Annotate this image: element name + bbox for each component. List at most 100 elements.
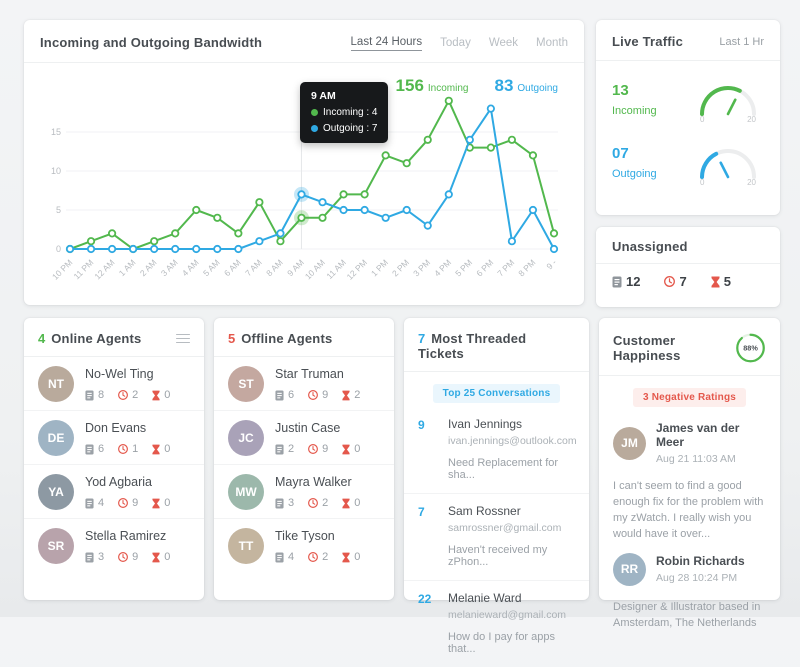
clock-icon — [308, 390, 319, 400]
review-date: Aug 21 11:03 AM — [656, 453, 736, 465]
svg-text:20: 20 — [747, 178, 756, 185]
ticket-icon — [275, 498, 284, 508]
ticket-contact-name: Ivan Jennings — [448, 417, 523, 431]
agent-tickets-stat: 2 — [275, 443, 294, 455]
ticket-icon — [85, 498, 94, 508]
ticket-subject: Haven't received my zPhon... — [448, 544, 548, 568]
tab-month[interactable]: Month — [536, 36, 568, 49]
review-item[interactable]: RR Robin Richards Aug 28 10:24 PM — [599, 543, 780, 590]
agent-overdue-stat: 9 — [308, 389, 328, 401]
live-traffic-title: Live Traffic — [612, 34, 684, 49]
unassigned-escalated-stat: 5 — [711, 274, 731, 289]
tab-last-24-hours[interactable]: Last 24 Hours — [350, 34, 423, 51]
menu-icon[interactable] — [176, 333, 190, 344]
svg-text:20: 20 — [747, 115, 756, 122]
ticket-subject: How do I pay for apps that... — [448, 631, 556, 655]
hourglass-icon — [152, 444, 160, 454]
incoming-gauge-icon: 0 20 — [700, 86, 757, 122]
time-range-tabs: Last 24 Hours Today Week Month — [350, 34, 568, 51]
customer-happiness-title: Customer Happiness — [613, 333, 681, 363]
ticket-icon — [275, 390, 284, 400]
outgoing-total: 83 Outgoing — [494, 76, 558, 95]
incoming-gauge-label: Incoming — [612, 104, 657, 117]
avatar: ST — [228, 366, 264, 402]
ticket-icon — [275, 552, 284, 562]
reviewer-name: James van der Meer — [656, 421, 740, 449]
ticket-contact-name: Sam Rossner — [448, 504, 521, 518]
hourglass-icon — [342, 498, 350, 508]
agent-row[interactable]: TT Tike Tyson 4 2 0 — [214, 519, 394, 572]
review-item[interactable]: JM James van der Meer Aug 21 11:03 AM — [599, 411, 780, 469]
ticket-icon — [612, 276, 622, 287]
ticket-row[interactable]: 7 Sam Rossner samrossner@gmail.com Haven… — [404, 494, 589, 581]
agent-name: Stella Ramirez — [85, 529, 167, 543]
avatar: MW — [228, 474, 264, 510]
svg-text:9 -: 9 - — [544, 257, 558, 271]
avatar: TT — [228, 528, 264, 564]
agent-escalated-stat: 0 — [152, 551, 170, 563]
ticket-list: 9 Ivan Jennings ivan.jennings@outlook.co… — [404, 407, 589, 667]
agent-name: Star Truman — [275, 367, 344, 381]
bandwidth-panel: Incoming and Outgoing Bandwidth Last 24 … — [24, 20, 584, 305]
chart-tooltip: 9 AM Incoming : 4 Outgoing : 7 — [300, 82, 389, 143]
svg-text:15: 15 — [51, 127, 61, 137]
agent-name: Justin Case — [275, 421, 341, 435]
svg-text:2 PM: 2 PM — [390, 257, 411, 278]
ticket-contact-email: ivan.jennings@outlook.com — [448, 435, 577, 447]
ticket-row[interactable]: 9 Ivan Jennings ivan.jennings@outlook.co… — [404, 407, 589, 494]
svg-text:10 AM: 10 AM — [303, 257, 327, 281]
svg-text:0: 0 — [56, 244, 61, 254]
svg-text:4 PM: 4 PM — [432, 257, 453, 278]
agent-row[interactable]: NT No-Wel Ting 8 2 0 — [24, 357, 204, 411]
agent-row[interactable]: MW Mayra Walker 3 2 0 — [214, 465, 394, 519]
ticket-row[interactable]: 22 Melanie Ward melanieward@gmail.com Ho… — [404, 581, 589, 667]
avatar: YA — [38, 474, 74, 510]
hourglass-icon — [342, 552, 350, 562]
agent-name: Tike Tyson — [275, 529, 335, 543]
clock-icon — [308, 552, 319, 562]
bandwidth-title: Incoming and Outgoing Bandwidth — [40, 35, 263, 50]
agent-row[interactable]: ST Star Truman 6 9 2 — [214, 357, 394, 411]
threaded-tickets-panel: 7 Most Threaded Tickets Top 25 Conversat… — [404, 318, 589, 655]
svg-text:5: 5 — [56, 205, 61, 215]
thread-count: 9 — [418, 418, 425, 432]
ticket-icon — [85, 444, 94, 454]
thread-count: 7 — [418, 505, 425, 519]
agent-escalated-stat: 0 — [152, 389, 170, 401]
svg-text:6 PM: 6 PM — [474, 257, 495, 278]
agent-name: Mayra Walker — [275, 475, 352, 489]
offline-agents-list: ST Star Truman 6 9 2 JC Justin — [214, 357, 394, 572]
agent-overdue-stat: 2 — [118, 389, 138, 401]
agent-row[interactable]: JC Justin Case 2 9 0 — [214, 411, 394, 465]
agent-row[interactable]: SR Stella Ramirez 3 9 0 — [24, 519, 204, 572]
happiness-score-ring: 88% — [736, 333, 765, 363]
agent-overdue-stat: 2 — [308, 551, 328, 563]
agent-overdue-stat: 2 — [308, 497, 328, 509]
agent-name: Don Evans — [85, 421, 147, 435]
threaded-tickets-title: 7 Most Threaded Tickets — [418, 331, 527, 361]
tab-week[interactable]: Week — [488, 36, 519, 49]
agent-row[interactable]: YA Yod Agbaria 4 9 0 — [24, 465, 204, 519]
clock-icon — [118, 498, 129, 508]
svg-text:10 PM: 10 PM — [50, 257, 74, 281]
agent-escalated-stat: 2 — [342, 389, 360, 401]
live-traffic-panel: Live Traffic Last 1 Hr 13 Incoming 0 20 0… — [596, 20, 780, 215]
avatar: RR — [613, 552, 646, 586]
svg-text:5 AM: 5 AM — [201, 257, 222, 278]
svg-text:12 PM: 12 PM — [345, 257, 369, 281]
outgoing-dot-icon — [311, 125, 318, 132]
bandwidth-totals: 156 Incoming 83 Outgoing — [396, 76, 558, 96]
svg-text:0: 0 — [700, 115, 705, 122]
svg-text:7 AM: 7 AM — [243, 257, 264, 278]
agent-escalated-stat: 0 — [342, 551, 360, 563]
agent-escalated-stat: 0 — [152, 443, 170, 455]
tab-today[interactable]: Today — [440, 36, 471, 49]
customer-happiness-panel: Customer Happiness 88% 3 Negative Rating… — [599, 318, 780, 629]
agent-tickets-stat: 8 — [85, 389, 104, 401]
tooltip-incoming: Incoming : 4 — [311, 107, 377, 118]
svg-text:3 AM: 3 AM — [159, 257, 180, 278]
ticket-contact-name: Melanie Ward — [448, 591, 522, 605]
agent-row[interactable]: DE Don Evans 6 1 0 — [24, 411, 204, 465]
agent-tickets-stat: 3 — [85, 551, 104, 563]
